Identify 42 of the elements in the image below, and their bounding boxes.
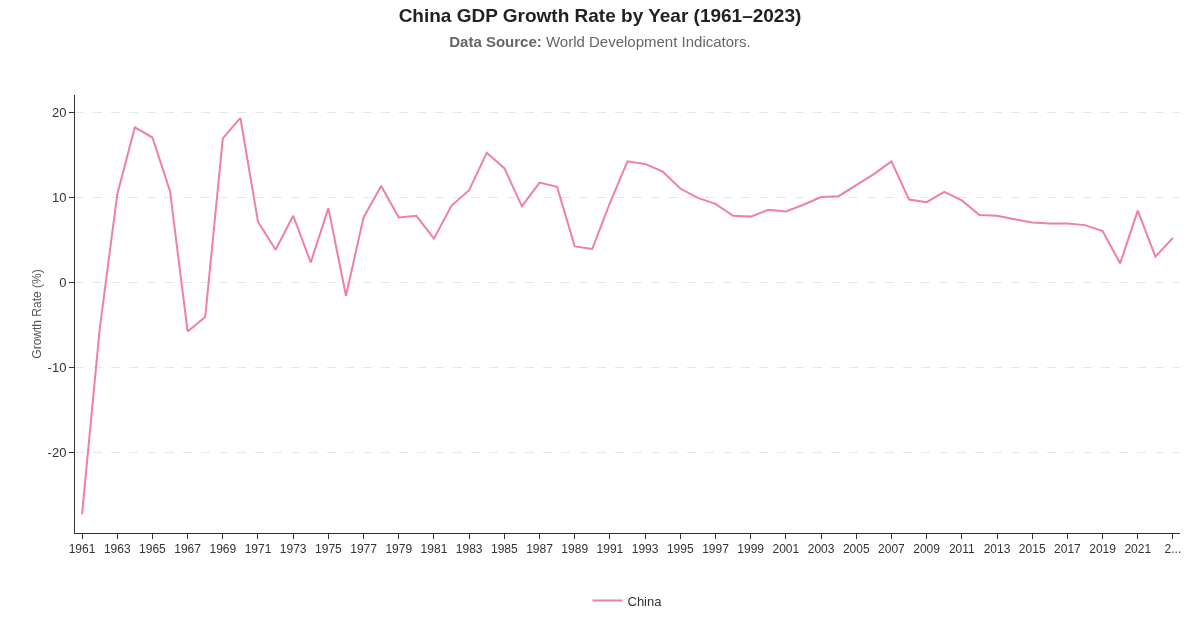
y-tick-label: 0 — [59, 274, 67, 290]
x-tick-label: 1989 — [561, 542, 589, 557]
x-tick-label: 1995 — [666, 542, 694, 557]
x-tick-label: 1963 — [103, 542, 131, 557]
x-tick-label: 1969 — [209, 542, 237, 557]
x-tick-label: 1977 — [350, 542, 378, 557]
line-series — [81, 116, 1174, 516]
x-tick-label: 2013 — [983, 542, 1011, 557]
y-axis-title: Growth Rate (%) — [30, 269, 44, 359]
x-tick-label: 2001 — [772, 542, 800, 557]
x-tick-label: 1991 — [596, 542, 624, 557]
x-tick-label: 2021 — [1124, 542, 1152, 557]
x-tick-label: 1993 — [631, 542, 659, 557]
x-tick-label: 2005 — [842, 542, 870, 557]
y-tick-label: 10 — [51, 189, 67, 205]
legend-label: China — [627, 593, 663, 609]
x-tick-label: 1965 — [139, 542, 167, 557]
x-tick-label: 1971 — [244, 542, 272, 557]
x-tick-label: 1983 — [455, 542, 483, 557]
y-tick-label: -10 — [47, 359, 67, 375]
x-tick-label: 1997 — [702, 542, 730, 557]
x-tick-label: 1999 — [737, 542, 765, 557]
x-tick-label: 1979 — [385, 542, 413, 557]
x-tick-label: 2011 — [948, 542, 976, 557]
x-tick-label: 1981 — [420, 542, 448, 557]
chart-title: China GDP Growth Rate by Year (1961–2023) — [398, 4, 802, 26]
x-tick-label: 1973 — [279, 542, 307, 557]
chart-subtitle: Data Source: World Development Indicators. — [449, 32, 751, 50]
y-tick-label: -20 — [47, 444, 67, 460]
x-tick-label: 1967 — [174, 542, 202, 557]
y-tick-label: 20 — [51, 104, 67, 120]
x-tick-label: 2019 — [1089, 542, 1117, 557]
x-tick-label: 2007 — [878, 542, 906, 557]
x-tick-label: 2015 — [1018, 542, 1046, 557]
x-tick-label: 1961 — [68, 542, 96, 557]
x-tick-label: 2017 — [1054, 542, 1082, 557]
x-tick-label: 1987 — [526, 542, 554, 557]
x-tick-label: 1985 — [490, 542, 518, 557]
x-tick-label: 2... — [1164, 542, 1182, 557]
x-tick-label: 2003 — [807, 542, 835, 557]
x-tick-label: 2009 — [913, 542, 941, 557]
x-tick-label: 1975 — [315, 542, 343, 557]
